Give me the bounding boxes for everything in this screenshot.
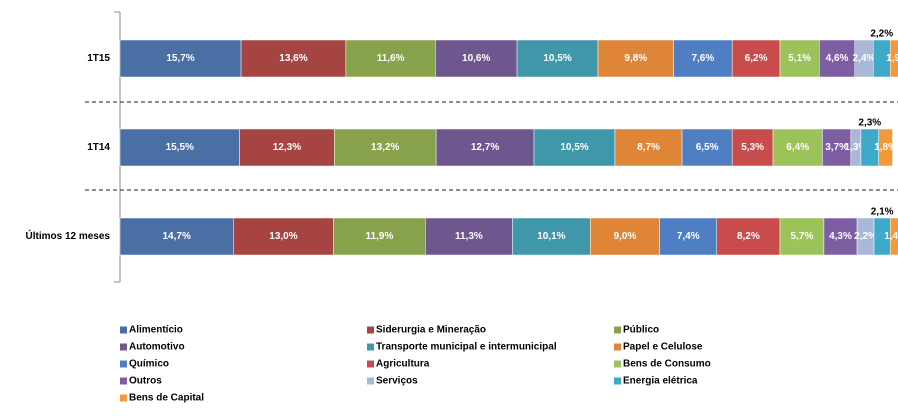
bar-segment <box>614 128 683 167</box>
value-label: 11,9% <box>366 231 394 242</box>
value-label: 1,8% <box>874 142 897 153</box>
value-label: 4,6% <box>826 53 849 64</box>
bar-segment <box>333 217 426 256</box>
legend-swatch <box>120 394 127 402</box>
value-label: 2,3% <box>858 118 881 129</box>
legend-swatch <box>614 343 621 351</box>
legend-swatch <box>367 377 374 385</box>
bar-segment <box>512 217 591 256</box>
bar-segment <box>239 128 335 167</box>
legend-label: Alimentício <box>129 325 183 336</box>
value-label: 6,5% <box>696 142 719 153</box>
category-label: 1T15 <box>87 53 110 64</box>
legend-label: Agricultura <box>376 359 430 370</box>
bar-segment <box>435 128 535 167</box>
bar-segment <box>673 39 733 78</box>
value-label: 13,2% <box>371 142 399 153</box>
value-label: 1,3% <box>845 142 868 153</box>
bar-segment <box>822 128 852 167</box>
value-label: 10,5% <box>560 142 588 153</box>
value-label: 15,5% <box>166 142 194 153</box>
value-label: 10,5% <box>543 53 571 64</box>
legend-label: Bens de Consumo <box>623 359 711 370</box>
value-label: 5,1% <box>788 53 811 64</box>
legend-label: Energia elétrica <box>623 376 698 387</box>
bar-segment <box>681 128 733 167</box>
bar-segment <box>731 128 774 167</box>
value-label: 6,2% <box>745 53 768 64</box>
bar-segment <box>119 128 240 167</box>
bar-segment <box>597 39 674 78</box>
legend-swatch <box>614 377 621 385</box>
value-label: 12,7% <box>471 142 499 153</box>
legend-label: Papel e Celulose <box>623 342 703 353</box>
legend-label: Siderurgia e Mineração <box>376 325 486 336</box>
legend-swatch <box>120 343 127 351</box>
bar-segment <box>533 128 616 167</box>
legend-label: Químico <box>129 359 169 370</box>
value-label: 2,2% <box>854 231 877 242</box>
value-label: 15,7% <box>166 53 194 64</box>
legend-swatch <box>120 360 127 368</box>
value-label: 12,3% <box>273 142 301 153</box>
bar-segment <box>240 39 347 78</box>
legend-swatch <box>120 377 127 385</box>
value-label: 13,6% <box>279 53 307 64</box>
value-label: 5,3% <box>741 142 764 153</box>
legend-swatch <box>367 343 374 351</box>
value-label: 9,0% <box>614 231 637 242</box>
legend-label: Serviços <box>376 376 418 387</box>
bar-segment <box>659 217 718 256</box>
bar-segment <box>334 128 437 167</box>
value-label: 7,4% <box>677 231 700 242</box>
bar-segment <box>119 39 242 78</box>
category-label: 1T14 <box>87 142 110 153</box>
legend-label: Transporte municipal e intermunicipal <box>376 342 557 353</box>
value-label: 9,8% <box>624 53 647 64</box>
bar-segment <box>779 217 825 256</box>
bar-segment <box>119 217 234 256</box>
value-label: 5,7% <box>791 231 814 242</box>
value-label: 3,7% <box>825 142 848 153</box>
legend-swatch <box>120 326 127 334</box>
value-label: 2,1% <box>871 207 894 218</box>
value-label: 14,7% <box>162 231 190 242</box>
legend-label: Bens de Capital <box>129 393 204 404</box>
value-label: 11,3% <box>455 231 483 242</box>
legend-label: Outros <box>129 376 162 387</box>
bar-segment <box>233 217 334 256</box>
value-label: 11,6% <box>377 53 405 64</box>
legend-swatch <box>614 326 621 334</box>
value-label: 2,2% <box>870 29 893 40</box>
bar-segment <box>731 39 781 78</box>
value-label: 10,6% <box>462 53 490 64</box>
legend-swatch <box>367 326 374 334</box>
legend-label: Automotivo <box>129 342 185 353</box>
bar-segment <box>590 217 660 256</box>
value-label: 8,7% <box>637 142 660 153</box>
value-label: 7,6% <box>691 53 714 64</box>
bar-segment <box>823 217 858 256</box>
value-label: 6,4% <box>786 142 809 153</box>
bar-segment <box>516 39 599 78</box>
value-label: 1,9% <box>886 53 898 64</box>
bar-segment <box>345 39 436 78</box>
legend-swatch <box>614 360 621 368</box>
category-label: Últimos 12 meses <box>26 229 111 242</box>
bar-segment <box>716 217 781 256</box>
legend-swatch <box>367 360 374 368</box>
bar-segment <box>889 217 898 256</box>
value-label: 4,3% <box>829 231 852 242</box>
value-label: 1,4% <box>884 231 898 242</box>
bar-segment <box>772 128 823 167</box>
value-label: 10,1% <box>537 231 565 242</box>
value-label: 8,2% <box>737 231 760 242</box>
bar-segment <box>779 39 820 78</box>
bar-segment <box>435 39 518 78</box>
legend-label: Público <box>623 325 659 336</box>
value-label: 2,4% <box>853 53 876 64</box>
value-label: 13,0% <box>269 231 297 242</box>
bar-segment <box>878 128 893 167</box>
